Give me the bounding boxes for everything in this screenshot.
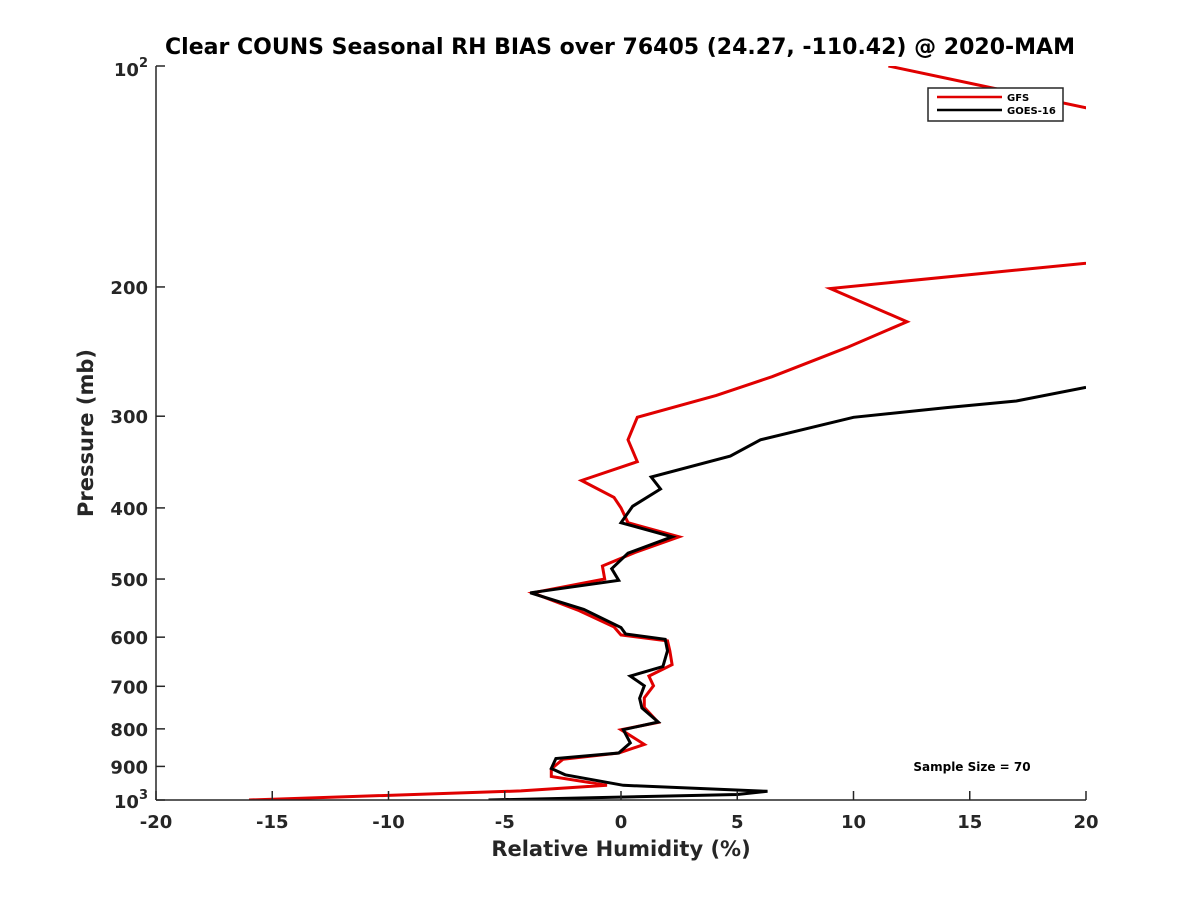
legend-goes16-label: GOES-16 bbox=[1007, 106, 1056, 117]
y-axis-label: Pressure (mb) bbox=[74, 349, 98, 517]
chart-title: Clear COUNS Seasonal RH BIAS over 76405 … bbox=[165, 35, 1075, 60]
x-axis-label: Relative Humidity (%) bbox=[491, 837, 750, 861]
x-tick-label: -15 bbox=[256, 812, 289, 833]
x-tick-label: 20 bbox=[1073, 812, 1098, 833]
x-tick-label: 5 bbox=[731, 812, 744, 833]
legend-box bbox=[927, 87, 1064, 122]
axes-layer bbox=[155, 66, 1086, 801]
x-tick-label: -5 bbox=[495, 812, 515, 833]
x-tick-label: 15 bbox=[957, 812, 982, 833]
x-tick-label: 0 bbox=[615, 812, 628, 833]
legend-gfs-label: GFS bbox=[1007, 93, 1029, 104]
y-tick-label: 400 bbox=[110, 499, 148, 520]
series-line-goes-16 bbox=[488, 385, 1086, 800]
y-tick-label: 300 bbox=[110, 407, 148, 428]
y-ticks: 200 300 400 500 600 700 800 900 bbox=[110, 65, 165, 801]
sample-size-annotation: Sample Size = 70 bbox=[913, 760, 1030, 774]
series-line-gfs bbox=[248, 66, 1086, 800]
y-tick-label: 200 bbox=[110, 278, 148, 299]
x-tick-label: -20 bbox=[140, 812, 173, 833]
x-tick-label: 10 bbox=[841, 812, 866, 833]
legend: GFS GOES-16 bbox=[927, 87, 1064, 122]
series-layer bbox=[248, 66, 1086, 800]
x-tick-label: -10 bbox=[372, 812, 405, 833]
y-tick-bottom-label: 103 bbox=[114, 788, 148, 813]
y-tick-label: 800 bbox=[110, 720, 148, 741]
y-tick-label: 500 bbox=[110, 570, 148, 591]
y-tick-label: 700 bbox=[110, 677, 148, 698]
y-tick-label: 900 bbox=[110, 757, 148, 778]
x-ticks: -20 -15 -10 -5 0 5 10 15 20 bbox=[140, 791, 1099, 833]
y-tick-label: 600 bbox=[110, 628, 148, 649]
y-tick-top-label: 102 bbox=[114, 56, 148, 81]
